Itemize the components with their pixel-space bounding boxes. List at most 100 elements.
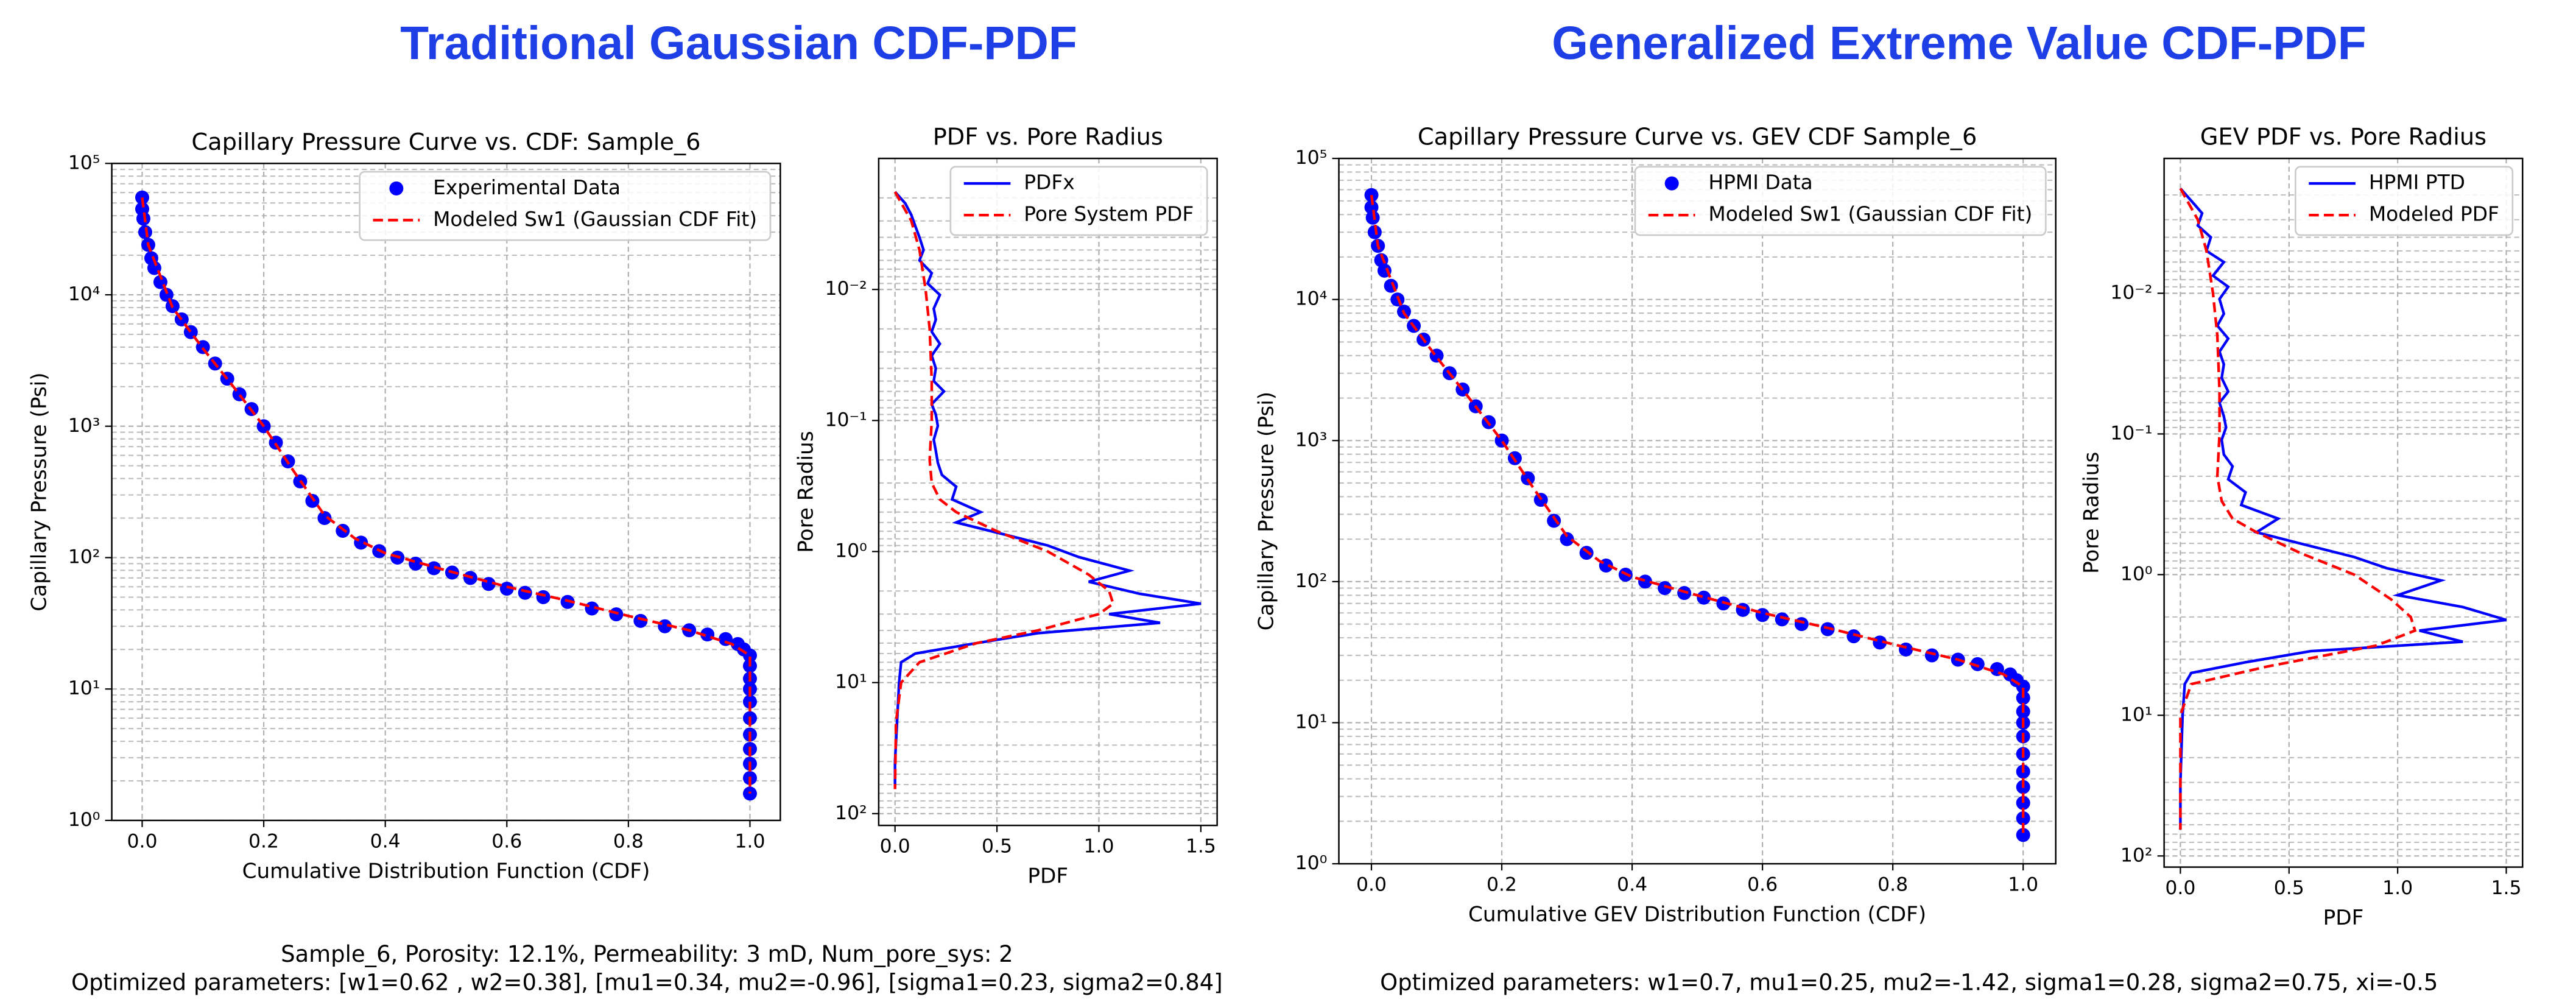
- x-axis-label: Cumulative Distribution Function (CDF): [242, 859, 650, 883]
- legend-label: HPMI Data: [1708, 171, 1812, 194]
- axes-frame: [2163, 157, 2524, 868]
- x-tick-label: 0.8: [1877, 874, 1908, 896]
- legend-marker: [389, 181, 404, 196]
- data-point: [2016, 795, 2030, 810]
- y-tick-label: 10⁵: [68, 152, 100, 174]
- data-point: [1697, 590, 1711, 605]
- y-tick-label: 10⁻²: [2110, 281, 2152, 303]
- legend-box: [1634, 166, 2047, 236]
- x-tick-label: 0.5: [2274, 877, 2304, 899]
- left-header: Traditional Gaussian CDF-PDF: [400, 18, 1077, 69]
- data-point: [135, 190, 149, 205]
- data-point: [633, 613, 648, 628]
- data-point: [1846, 629, 1861, 644]
- chart-title: Capillary Pressure Curve vs. CDF: Sample…: [191, 129, 700, 156]
- legend: Experimental Data Modeled Sw1 (Gaussian C…: [359, 171, 772, 241]
- data-point: [1560, 532, 1574, 546]
- y-axis-label: Pore Radius: [2079, 452, 2103, 574]
- x-tick-label: 1.0: [2382, 877, 2413, 899]
- x-tick-label: 0.6: [1747, 874, 1778, 896]
- series-line: [1370, 194, 2025, 835]
- x-tick-label: 0.8: [613, 831, 644, 853]
- data-point: [1677, 586, 1692, 601]
- x-tick-label: 0.0: [880, 836, 910, 858]
- legend-box: [359, 171, 772, 241]
- chart: 10⁻² 10⁻¹ 10⁰ 10¹ 10² 0.0 0.5 1.0 1.5 GEV PDF vs.…: [2079, 124, 2524, 930]
- y-tick-label: 10¹: [2120, 704, 2153, 725]
- series-line: [141, 197, 751, 794]
- plot-area: [1364, 188, 2030, 842]
- y-tick-label: 10³: [1295, 429, 1328, 451]
- caption: Optimized parameters: [w1=0.62 , w2=0.38…: [71, 970, 1223, 996]
- data-point: [305, 493, 320, 508]
- legend-label: HPMI PTD: [2369, 171, 2465, 194]
- x-tick-label: 0.5: [982, 836, 1012, 858]
- series-line: [2179, 188, 2417, 830]
- chart-title: Capillary Pressure Curve vs. GEV CDF Sam…: [1418, 124, 1977, 151]
- y-tick-label: 10¹: [68, 677, 100, 699]
- legend: PDFx Pore System PDF: [949, 166, 1208, 236]
- data-point: [1658, 581, 1672, 595]
- y-tick-label: 10¹: [835, 671, 867, 693]
- legend-box: [949, 166, 1208, 236]
- x-tick-label: 0.6: [491, 831, 522, 853]
- legend: HPMI PTD Modeled PDF: [2294, 166, 2514, 236]
- data-point: [2016, 811, 2030, 825]
- chart-title: PDF vs. Pore Radius: [933, 124, 1163, 151]
- y-tick-label: 10¹: [1295, 711, 1328, 733]
- x-tick-label: 1.0: [2008, 874, 2038, 896]
- data-point: [609, 607, 624, 622]
- y-tick-label: 10³: [68, 415, 100, 437]
- y-tick-label: 10²: [68, 546, 100, 568]
- chart: 10⁻² 10⁻¹ 10⁰ 10¹ 10² 0.0 0.5 1.0 1.5 PDF vs. Por…: [794, 124, 1218, 889]
- data-point: [1899, 642, 1913, 657]
- y-axis-label: Pore Radius: [794, 431, 818, 552]
- axes-frame: [111, 163, 781, 822]
- data-point: [1579, 546, 1594, 560]
- y-tick-label: 10⁰: [835, 540, 867, 562]
- data-point: [1367, 225, 1382, 239]
- chart: 10⁰ 10¹ 10² 10³ 10⁴ 10⁵ 0.0 0.2 0.4 0.6 0.8 1.0 Capi…: [1254, 124, 2057, 926]
- chart-title: GEV PDF vs. Pore Radius: [2200, 124, 2486, 151]
- chart: 10⁰ 10¹ 10² 10³ 10⁴ 10⁵ 0.0 0.2 0.4 0.6 0.8 1.0 Capi…: [27, 129, 781, 883]
- y-tick-label: 10²: [1295, 570, 1328, 592]
- data-point: [1374, 253, 1388, 267]
- x-tick-label: 0.0: [1356, 874, 1387, 896]
- data-point: [1364, 188, 1379, 202]
- legend-label: PDFx: [1024, 171, 1074, 194]
- data-point: [1924, 648, 1939, 663]
- y-axis-label: Capillary Pressure (Psi): [27, 372, 51, 611]
- y-tick-label: 10⁴: [68, 283, 100, 305]
- y-tick-label: 10⁴: [1295, 288, 1328, 310]
- data-point: [1775, 612, 1789, 627]
- legend: HPMI Data Modeled Sw1 (Gaussian CDF Fit): [1634, 166, 2047, 236]
- x-tick-label: 0.4: [1617, 874, 1647, 896]
- x-tick-label: 1.5: [1186, 836, 1216, 858]
- data-point: [499, 582, 514, 596]
- series-line: [893, 191, 1115, 789]
- legend-label: Pore System PDF: [1024, 203, 1194, 226]
- plot-area: [2179, 188, 2507, 830]
- data-point: [2016, 691, 2030, 705]
- data-point: [1794, 617, 1809, 632]
- y-tick-label: 10⁻¹: [825, 409, 867, 431]
- series-line: [2179, 188, 2507, 830]
- x-tick-label: 0.0: [127, 831, 157, 853]
- x-tick-label: 1.0: [1083, 836, 1114, 858]
- x-tick-label: 1.5: [2491, 877, 2521, 899]
- data-point: [1970, 657, 1985, 671]
- y-tick-label: 10⁻¹: [2110, 422, 2152, 444]
- y-tick-label: 10²: [835, 802, 867, 824]
- x-axis-label: Cumulative GEV Distribution Function (CD…: [1468, 902, 1926, 926]
- data-point: [1364, 200, 1379, 214]
- x-tick-label: 0.2: [248, 831, 279, 853]
- y-tick-label: 10⁻²: [825, 278, 867, 300]
- data-point: [2016, 828, 2030, 842]
- x-axis-label: PDF: [2323, 906, 2364, 930]
- x-tick-label: 0.0: [2165, 877, 2195, 899]
- y-tick-label: 10⁵: [1295, 147, 1328, 169]
- plot-area: [893, 191, 1202, 789]
- x-tick-label: 0.2: [1487, 874, 1517, 896]
- y-tick-label: 10²: [2120, 844, 2153, 866]
